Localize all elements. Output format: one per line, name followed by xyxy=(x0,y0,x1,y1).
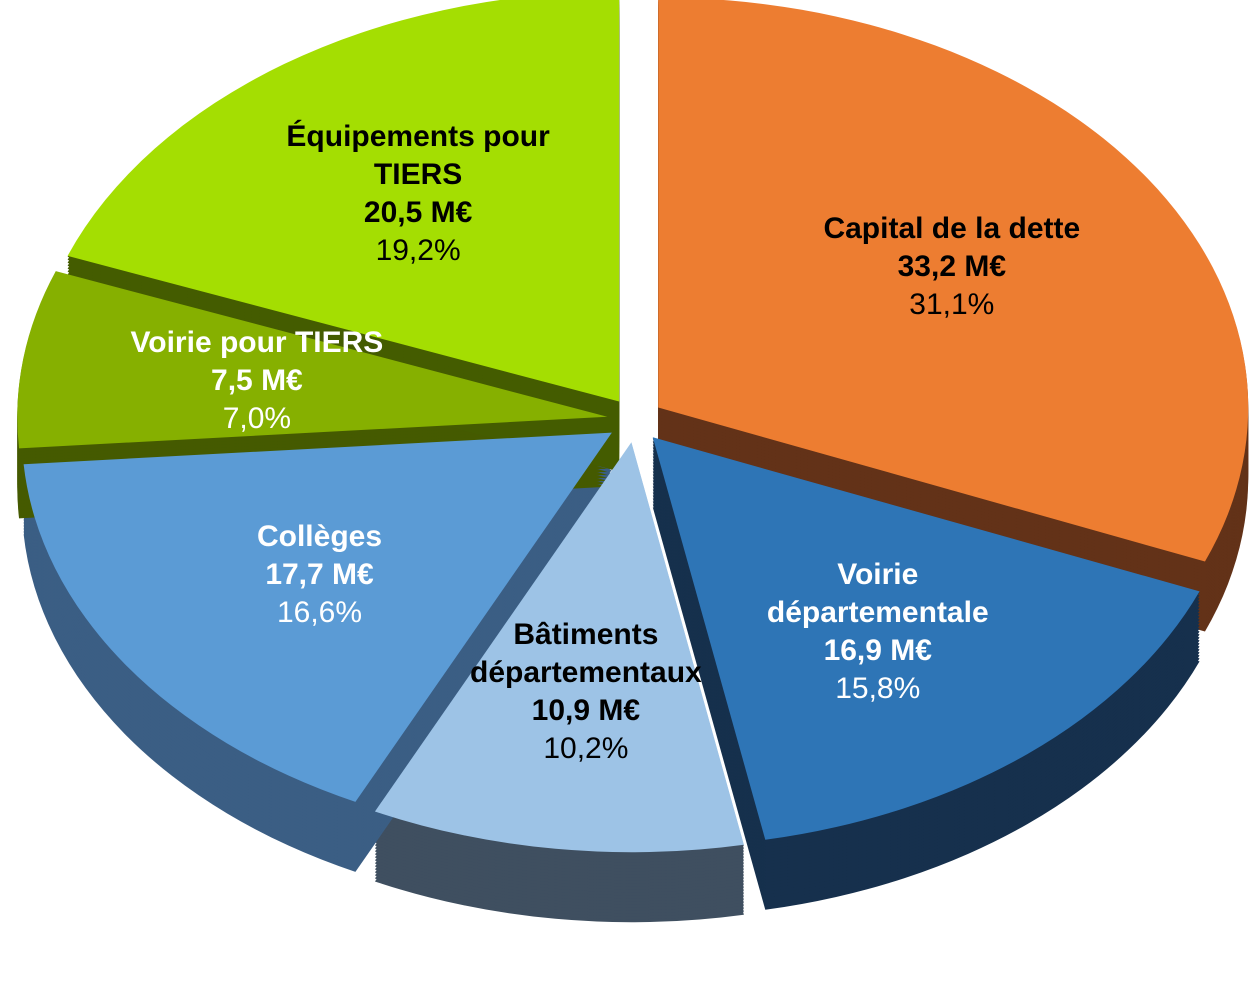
slice xyxy=(652,437,1200,840)
slice xyxy=(23,432,612,802)
percentage-label: 10,2% xyxy=(543,731,629,765)
percentage-label: 19,2% xyxy=(375,234,461,268)
value-label: 17,7 M€ xyxy=(265,557,374,591)
category-label: Collèges xyxy=(256,519,383,553)
slice xyxy=(67,0,620,402)
slice-label: Voirie départementale 16,9 M€ 15,8% xyxy=(718,556,1038,708)
slice-label: Collèges 17,7 M€ 16,6% xyxy=(160,518,480,632)
percentage-label: 7,0% xyxy=(222,401,292,435)
slice xyxy=(658,0,1249,562)
slice-label: Équipements pour TIERS 20,5 M€ 19,2% xyxy=(258,118,578,270)
category-label: Bâtiments départementaux xyxy=(470,617,702,689)
category-label: Équipements pour TIERS xyxy=(286,120,550,192)
value-label: 16,9 M€ xyxy=(823,633,932,667)
value-label: 33,2 M€ xyxy=(897,249,1007,283)
value-label: 10,9 M€ xyxy=(531,693,641,727)
value-label: 7,5 M€ xyxy=(211,363,303,397)
category-label: Capital de la dette xyxy=(823,211,1081,245)
percentage-label: 31,1% xyxy=(909,287,995,321)
category-label: Voirie pour TIERS xyxy=(130,325,384,359)
slice-label: Voirie pour TIERS 7,5 M€ 7,0% xyxy=(97,324,417,438)
percentage-label: 16,6% xyxy=(276,595,363,629)
value-label: 20,5 M€ xyxy=(363,196,473,230)
percentage-label: 15,8% xyxy=(835,671,921,705)
slice xyxy=(374,442,744,853)
slice-label: Bâtiments départementaux 10,9 M€ 10,2% xyxy=(426,616,746,768)
category-label: Voirie départementale xyxy=(766,557,989,629)
slice xyxy=(17,271,608,449)
slice-label: Capital de la dette 33,2 M€ 31,1% xyxy=(792,210,1112,324)
